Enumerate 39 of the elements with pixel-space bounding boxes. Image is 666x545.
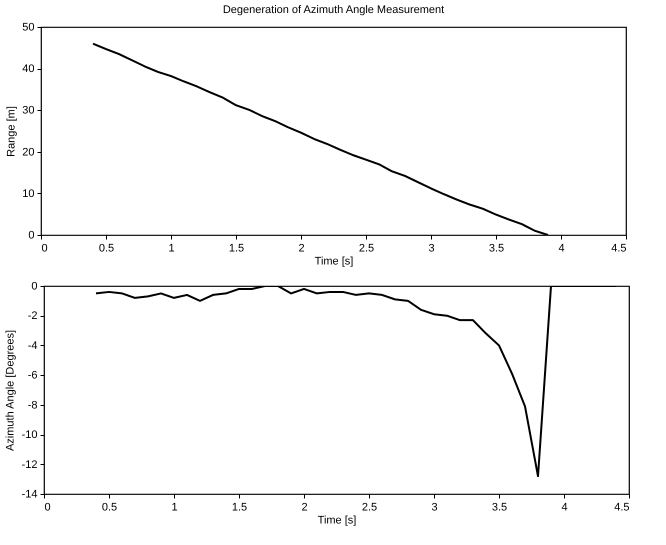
x-tick-label: 0.5 [98,242,114,254]
y-axis-title: Azimuth Angle [Degrees] [4,330,17,452]
x-tick-label: 3 [428,242,435,254]
x-tick-label: 2.5 [358,242,374,254]
x-tick-label: 4 [561,502,568,514]
x-tick-label: 0.5 [102,502,118,514]
x-tick-label: 2 [298,242,305,254]
x-tick-label: 3.5 [492,502,508,514]
x-axis-title: Time [s] [318,514,356,526]
y-tick-label: -6 [28,370,38,382]
x-tick-label: 4 [558,242,565,254]
x-tick-label: 3 [431,502,438,514]
y-tick-label: -10 [22,429,38,442]
y-axis-title: Range [m] [5,106,18,157]
x-tick-label: 4.5 [611,242,626,254]
y-tick-label: -14 [22,488,38,500]
y-tick-label: 20 [22,146,34,158]
y-tick-label: 40 [22,63,34,76]
x-tick-label: 3.5 [488,242,504,254]
x-tick-label: 1.5 [228,242,244,254]
y-tick-label: 30 [22,104,34,117]
x-tick-label: 1 [168,242,175,254]
x-tick-label: 0 [42,242,48,254]
x-tick-label: 4.5 [614,502,630,514]
x-tick-label: 0 [44,502,51,514]
y-tick-label: -8 [28,399,38,412]
x-tick-label: 2 [301,502,308,514]
x-tick-label: 1.5 [232,502,248,514]
y-tick-label: -12 [22,458,38,471]
x-axis-title: Time [s] [314,256,354,268]
y-tick-label: 50 [22,22,34,34]
y-tick-label: -4 [28,340,38,352]
y-tick-label: 0 [28,230,34,242]
y-tick-label: 0 [31,280,38,292]
chart-title: Degeneration of Azimuth Angle Measurement [222,4,444,16]
x-tick-label: 1 [171,502,178,514]
y-tick-label: 10 [22,188,34,200]
y-tick-label: -2 [28,310,38,322]
x-tick-label: 2.5 [362,502,378,514]
